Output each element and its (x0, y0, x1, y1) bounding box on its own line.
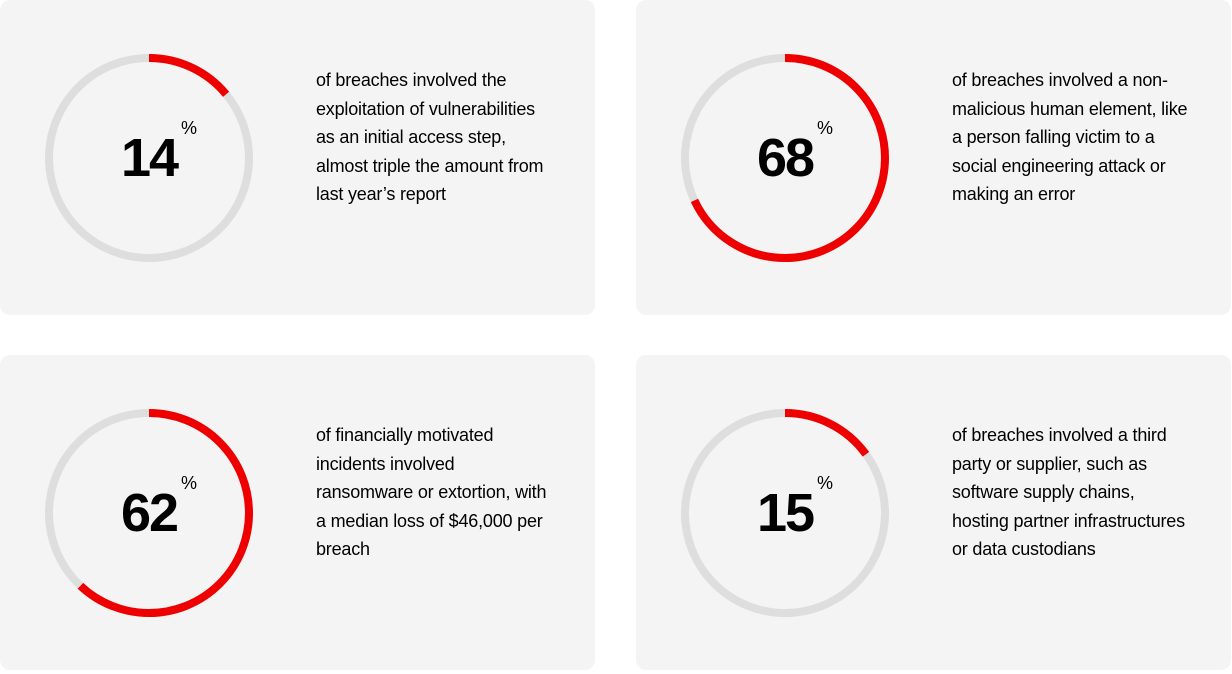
donut-gauge: 15% (679, 407, 891, 619)
stat-number: 14 (120, 128, 179, 188)
stat-card: 68% of breaches involved a non-malicious… (636, 0, 1231, 315)
stat-value: 68% (756, 119, 833, 188)
stat-description: of breaches involved a third party or su… (952, 425, 1185, 560)
stat-description: of breaches involved a non-malicious hum… (952, 70, 1188, 205)
stat-number: 68 (756, 128, 815, 188)
stat-card: 62% of financially motivated incidents i… (0, 355, 595, 670)
stat-value: 62% (120, 474, 197, 543)
stat-description: of financially motivated incidents invol… (316, 425, 547, 560)
stat-value: 15% (756, 474, 833, 543)
stat-number: 15 (756, 483, 815, 543)
percent-sign: % (817, 473, 834, 493)
percent-sign: % (181, 473, 198, 493)
stat-number: 62 (120, 483, 179, 543)
stat-card: 15% of breaches involved a third party o… (636, 355, 1231, 670)
donut-gauge: 14% (43, 52, 255, 264)
stat-description: of breaches involved the exploitation of… (316, 70, 544, 205)
percent-sign: % (181, 118, 198, 138)
stat-value: 14% (120, 119, 197, 188)
donut-gauge: 68% (679, 52, 891, 264)
stat-card: 14% of breaches involved the exploitatio… (0, 0, 595, 315)
donut-arc (681, 409, 889, 617)
donut-chart (681, 409, 889, 617)
donut-chart (681, 54, 889, 262)
donut-gauge: 62% (43, 407, 255, 619)
donut-arc (681, 54, 889, 262)
donut-arc (45, 409, 253, 617)
donut-chart (45, 409, 253, 617)
percent-sign: % (817, 118, 834, 138)
donut-arc (45, 54, 253, 262)
donut-chart (45, 54, 253, 262)
